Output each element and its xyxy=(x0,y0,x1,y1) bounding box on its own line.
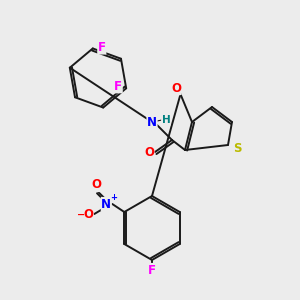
Text: F: F xyxy=(114,80,122,93)
Text: H: H xyxy=(162,115,170,125)
Text: F: F xyxy=(148,263,156,277)
Text: −: − xyxy=(77,210,85,220)
Text: N: N xyxy=(147,116,157,128)
Text: O: O xyxy=(83,208,93,221)
Text: O: O xyxy=(144,146,154,158)
Text: F: F xyxy=(98,41,106,54)
Text: +: + xyxy=(110,194,117,202)
Text: N: N xyxy=(101,197,111,211)
Text: O: O xyxy=(171,82,181,94)
Text: O: O xyxy=(91,178,101,191)
Text: S: S xyxy=(233,142,241,154)
